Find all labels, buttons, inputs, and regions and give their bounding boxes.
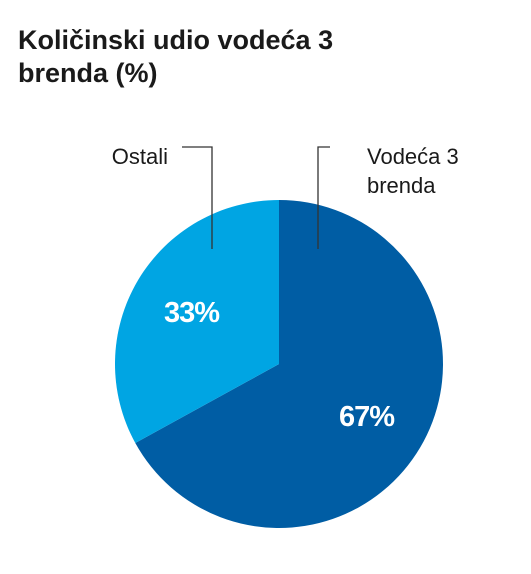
callout-label: Vodeća 3 brenda xyxy=(367,144,459,198)
slice-value-label: 33% xyxy=(164,297,220,329)
chart-title: Količinski udio vodeća 3 brenda (%) xyxy=(18,25,334,88)
callout-line xyxy=(182,146,213,249)
callout-label: Ostali xyxy=(112,144,168,169)
pie-slices xyxy=(114,199,443,528)
callouts: Vodeća 3 brenda Ostali xyxy=(112,144,459,249)
callout-line xyxy=(317,146,330,249)
pie-slice-vode-a-3-brenda xyxy=(135,200,443,528)
slice-value-labels: 67% 33% xyxy=(164,297,396,433)
pie-slice-ostali xyxy=(114,199,280,444)
slice-value-label: 67% xyxy=(339,401,395,433)
